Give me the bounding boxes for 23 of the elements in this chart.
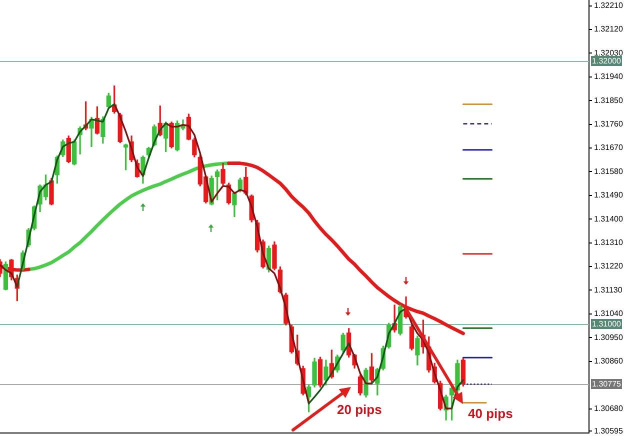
y-tick-label: 1.31400 xyxy=(594,214,624,224)
y-tick-label: 1.30680 xyxy=(594,404,624,413)
y-tick-label: 1.31580 xyxy=(594,166,624,176)
ref-line-label: 1.30775 xyxy=(592,380,622,389)
y-tick-label: 1.32210 xyxy=(594,1,624,10)
y-tick-label: 1.31040 xyxy=(594,309,624,318)
y-tick-label: 1.30860 xyxy=(594,356,624,366)
y-tick-label: 1.31310 xyxy=(594,238,624,248)
annotation: 20 pips xyxy=(337,402,382,417)
y-tick-label: 1.30950 xyxy=(594,332,624,342)
y-tick-label: 1.31220 xyxy=(594,262,624,271)
y-tick-label: 1.31940 xyxy=(594,72,624,82)
y-tick-label: 1.32030 xyxy=(594,48,624,58)
y-tick-label: 1.31760 xyxy=(594,120,624,129)
y-tick-label: 1.31850 xyxy=(594,96,624,105)
y-tick-label: 1.31130 xyxy=(594,285,623,294)
ref-line-label: 1.31000 xyxy=(592,320,622,329)
annotation: 40 pips xyxy=(468,406,513,421)
y-tick-label: 1.30595 xyxy=(594,426,624,436)
y-tick-label: 1.32120 xyxy=(594,24,624,34)
ref-line-label: 1.32000 xyxy=(592,56,622,66)
y-tick-label: 1.31490 xyxy=(594,190,624,200)
y-tick-label: 1.31670 xyxy=(594,143,624,152)
